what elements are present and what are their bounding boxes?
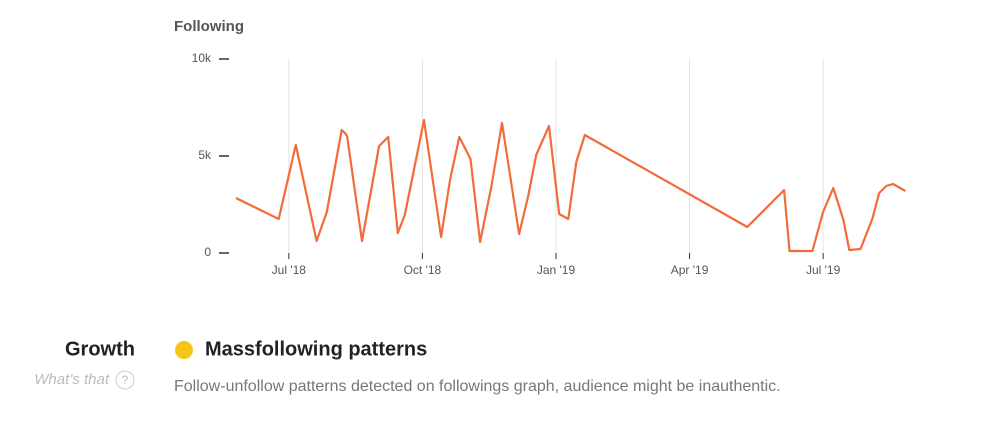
- line-series: [235, 118, 906, 253]
- help-icon[interactable]: ?: [122, 373, 129, 387]
- y-tick-label: 0: [204, 245, 211, 259]
- status-dot: [175, 341, 193, 359]
- y-tick-label: 10k: [192, 51, 212, 65]
- help-icon-circle[interactable]: [115, 370, 135, 390]
- x-tick-label: Jan '19: [537, 263, 576, 277]
- y-tick-label: 5k: [198, 148, 212, 162]
- growth-label: Growth: [65, 338, 135, 360]
- status-title: Massfollowing patterns: [205, 338, 427, 360]
- chart-title: Following: [174, 18, 244, 35]
- x-tick-label: Jul '18: [272, 263, 307, 277]
- x-tick-label: Oct '18: [404, 263, 442, 277]
- help-link[interactable]: What’s that: [34, 371, 110, 388]
- status-description: Follow-unfollow patterns detected on fol…: [174, 378, 781, 395]
- x-tick-label: Jul '19: [806, 263, 841, 277]
- x-tick-label: Apr '19: [671, 263, 709, 277]
